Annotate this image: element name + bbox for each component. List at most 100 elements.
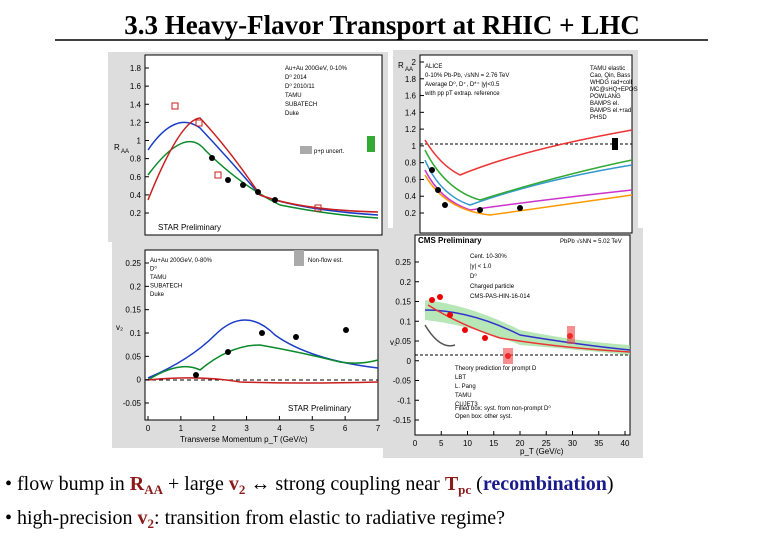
- bullet: • flow bump in RAA + large v2 ↔ strong c…: [5, 473, 614, 497]
- y-tick-label: 0: [137, 376, 142, 385]
- y-tick-label: -0.15: [393, 416, 412, 425]
- y-tick-label: 2: [412, 58, 417, 67]
- plot-frame: [144, 54, 383, 236]
- legend-text: SUBATECH: [285, 102, 317, 108]
- legend-text: Cent. 10-30%: [470, 254, 507, 260]
- y-axis-label-sub: AA: [405, 67, 413, 73]
- y-tick-label: 0.1: [400, 317, 412, 326]
- y-tick-label: 1: [412, 142, 417, 151]
- energy: PbPb √sNN = 5.02 TeV: [560, 238, 622, 245]
- bullet-text: • flow bump in: [5, 473, 130, 495]
- header: CMS Preliminary: [418, 236, 482, 245]
- legend-text: Cao, Qin, Bass: [590, 73, 630, 79]
- y-tick-label: 0.1: [130, 329, 142, 338]
- subatech-curve: [147, 141, 379, 219]
- legend-text: D⁰: [150, 266, 157, 273]
- bullet-subscript: AA: [144, 482, 163, 497]
- bullet-subscript: pc: [458, 482, 471, 497]
- y-tick-label: 0.8: [405, 159, 417, 168]
- y-tick-label: 0.2: [405, 209, 417, 218]
- x-tick-label: 5: [310, 424, 315, 433]
- x-tick-label: 4: [277, 424, 282, 433]
- y-tick-label: -0.1: [397, 396, 411, 405]
- tag: STAR Preliminary: [158, 223, 221, 232]
- x-tick-label: 0: [413, 439, 418, 448]
- legend-text: TAMU: [455, 393, 472, 399]
- legend-text: Theory prediction for prompt D: [455, 366, 537, 372]
- legend-text: LBT: [455, 375, 466, 381]
- y-tick-label: 0.25: [395, 258, 411, 267]
- legend-text: BAMPS el.+rad: [590, 108, 631, 114]
- bullet: • high-precision v2: transition from ela…: [5, 507, 505, 531]
- bullet-text: T: [445, 473, 459, 495]
- x-axis-label: p_T (GeV/c): [520, 447, 564, 456]
- bullet-text: : transition from elastic to radiative r…: [154, 507, 505, 529]
- y-tick-label: 1.6: [405, 92, 417, 101]
- x-tick-label: 30: [568, 439, 577, 448]
- legend-text: Open box: other syst.: [455, 414, 512, 420]
- note: p+p uncert.: [314, 149, 345, 155]
- y-tick-label: 0.05: [125, 352, 141, 361]
- legend-text: Au+Au 200GeV, 0-80%: [150, 258, 213, 264]
- x-tick-label: 1: [179, 424, 184, 433]
- note: Non-flow est.: [308, 258, 343, 264]
- legend-text: PHSD: [590, 115, 607, 121]
- legend-text: TAMU: [150, 275, 167, 281]
- duke-curve: [147, 117, 379, 213]
- legend-text: TAMU: [285, 93, 302, 99]
- bullet-text: + large: [163, 473, 229, 495]
- x-tick-label: 5: [439, 439, 444, 448]
- bullet-text: ): [607, 473, 614, 495]
- legend-text: BAMPS el.: [590, 101, 619, 107]
- legend-text: MC@sHQ+EPOS: [590, 87, 638, 93]
- legend-text: Average D⁰, D⁺, D*⁺ |y|<0.5: [425, 81, 500, 88]
- x-tick-label: 0: [146, 424, 151, 433]
- legend-text: with pp pT extrap. reference: [424, 91, 500, 97]
- legend-text: D⁰ 2014: [285, 74, 307, 81]
- y-tick-label: 0.6: [405, 175, 417, 184]
- tag: STAR Preliminary: [288, 404, 351, 413]
- legend-text: L. Pang: [455, 384, 476, 390]
- x-tick-label: 2: [211, 424, 216, 433]
- legend-text: POWLANG: [590, 94, 621, 100]
- y-axis-label: v₂: [116, 323, 123, 332]
- y-tick-label: 0.25: [125, 259, 141, 268]
- legend-text: D⁰: [470, 273, 477, 280]
- bullet-text: • high-precision: [5, 507, 138, 529]
- y-tick-label: 1.4: [405, 108, 417, 117]
- y-tick-label: 0: [407, 357, 412, 366]
- legend-text: SUBATECH: [150, 284, 182, 290]
- y-tick-label: 1.2: [405, 125, 417, 134]
- y-tick-label: 0.8: [130, 155, 142, 164]
- y-axis-label-sub: AA: [121, 149, 129, 155]
- bullet-subscript: 2: [239, 482, 246, 497]
- y-tick-label: 0.6: [130, 173, 142, 182]
- y-tick-label: 0.15: [125, 306, 141, 315]
- legend-text: Duke: [285, 111, 300, 117]
- bullet-text: v: [229, 473, 239, 495]
- legend-text: CMS-PAS-HIN-16-014: [470, 294, 531, 300]
- x-tick-label: 3: [244, 424, 249, 433]
- bullet-text: (: [471, 473, 483, 495]
- x-tick-label: 20: [516, 439, 525, 448]
- x-tick-label: 6: [343, 424, 348, 433]
- x-tick-label: 7: [376, 424, 381, 433]
- legend-text: Duke: [150, 292, 165, 298]
- legend-text: Filled box: syst. from non-prompt D⁰: [455, 405, 551, 412]
- x-axis-label: Transverse Momentum p_T (GeV/c): [180, 435, 308, 444]
- cms-curves: [415, 294, 631, 364]
- y-tick-label: 0.05: [395, 337, 411, 346]
- y-axis-label: v₂: [390, 338, 397, 347]
- legend-text: |y| < 1.0: [470, 264, 492, 270]
- raa-curves: [147, 102, 379, 219]
- x-tick-label: 35: [594, 439, 603, 448]
- bullet-text: v: [138, 507, 148, 529]
- y-tick-label: 1.8: [130, 64, 142, 73]
- y-tick-label: 0.4: [405, 192, 417, 201]
- y-tick-label: 1.6: [130, 82, 142, 91]
- bullet-text: ↔ strong coupling near: [245, 473, 444, 495]
- legend-text: WHDG rad+coll: [590, 80, 632, 86]
- bullet-subscript: 2: [148, 516, 155, 531]
- legend-text: 0-10% Pb-Pb, √sNN = 2.76 TeV: [425, 72, 509, 79]
